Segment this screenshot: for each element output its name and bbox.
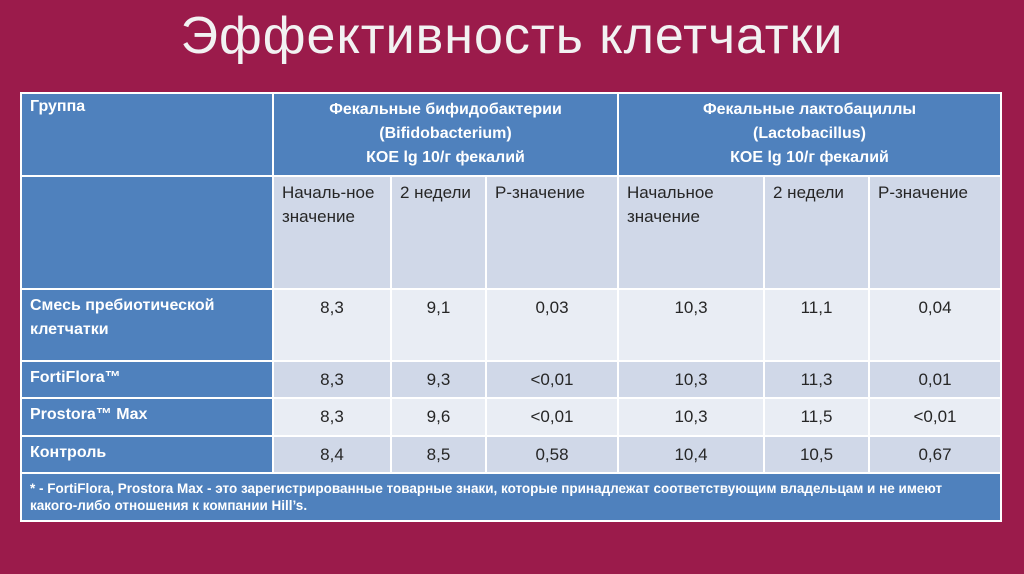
subheader: P-значение — [868, 175, 1002, 290]
subheader: 2 недели — [763, 175, 870, 290]
footnote: * - FortiFlora, Prostora Max - это зарег… — [20, 472, 1002, 522]
title: Эффективность клетчатки — [180, 7, 844, 65]
data-row: Prostora™ Max 8,3 9,6 <0,01 10,3 11,5 <0,01 — [20, 397, 1002, 437]
value-cell: 8,5 — [390, 435, 487, 474]
value-cell: 0,03 — [485, 288, 619, 362]
group-header: Фекальные лактобациллы (Lactobacillus) КОЕ… — [617, 92, 1002, 177]
value-cell: 0,04 — [868, 288, 1002, 362]
value-cell: 11,3 — [763, 360, 870, 399]
header-line: КОЕ lg 10/г фекалий — [730, 149, 889, 166]
value-cell: 9,3 — [390, 360, 487, 399]
value-cell: 0,67 — [868, 435, 1002, 474]
value-cell: 10,3 — [617, 360, 765, 399]
subheader: Началь-ное значение — [272, 175, 392, 290]
value-cell: <0,01 — [485, 397, 619, 437]
row-name: Контроль — [20, 435, 274, 474]
header-line: Фекальные лактобациллы — [702, 101, 917, 118]
value-cell: 8,3 — [272, 397, 392, 437]
row-name: Prostora™ Max — [20, 397, 274, 437]
header-line: (Bifidobacterium) — [379, 125, 512, 142]
footnote-row: * - FortiFlora, Prostora Max - это зарег… — [20, 472, 1002, 522]
value-cell: 9,6 — [390, 397, 487, 437]
empty-cell — [20, 175, 274, 290]
table: Группа Фекальные бифидобактерии (Bifidobac… — [20, 92, 1002, 522]
value-cell: 11,5 — [763, 397, 870, 437]
subheader: Начальное значение — [617, 175, 765, 290]
row-name: FortiFlora™ — [20, 360, 274, 399]
header-line: (Lactobacillus) — [753, 125, 866, 142]
value-cell: 0,01 — [868, 360, 1002, 399]
value-cell: <0,01 — [868, 397, 1002, 437]
data-row: Смесь пребиотической клетчатки 8,3 9,1 0,03… — [20, 288, 1002, 362]
value-cell: 9,1 — [390, 288, 487, 362]
data-row: FortiFlora™ 8,3 9,3 <0,01 10,3 11,3 0,01 — [20, 360, 1002, 399]
value-cell: 10,4 — [617, 435, 765, 474]
header-row: Группа Фекальные бифидобактерии (Bifidobac… — [20, 92, 1002, 177]
value-cell: 11,1 — [763, 288, 870, 362]
value-cell: 0,58 — [485, 435, 619, 474]
corner-cell: Группа — [20, 92, 274, 177]
value-cell: 8,3 — [272, 360, 392, 399]
value-cell: 10,5 — [763, 435, 870, 474]
value-cell: 10,3 — [617, 397, 765, 437]
header-line: Фекальные бифидобактерии — [329, 101, 562, 118]
value-cell: 8,3 — [272, 288, 392, 362]
value-cell: 10,3 — [617, 288, 765, 362]
data-row: Контроль 8,4 8,5 0,58 10,4 10,5 0,67 — [20, 435, 1002, 474]
subheader: 2 недели — [390, 175, 487, 290]
header-line: КОЕ lg 10/г фекалий — [366, 149, 525, 166]
group-header: Фекальные бифидобактерии (Bifidobacterium… — [272, 92, 619, 177]
value-cell: 8,4 — [272, 435, 392, 474]
value-cell: <0,01 — [485, 360, 619, 399]
row-name: Смесь пребиотической клетчатки — [20, 288, 274, 362]
subheader: P-значение — [485, 175, 619, 290]
subheader-row: Началь-ное значение 2 недели P-значение Нач… — [20, 175, 1002, 290]
